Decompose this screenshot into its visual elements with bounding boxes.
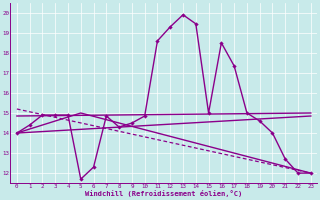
X-axis label: Windchill (Refroidissement éolien,°C): Windchill (Refroidissement éolien,°C)	[85, 190, 243, 197]
